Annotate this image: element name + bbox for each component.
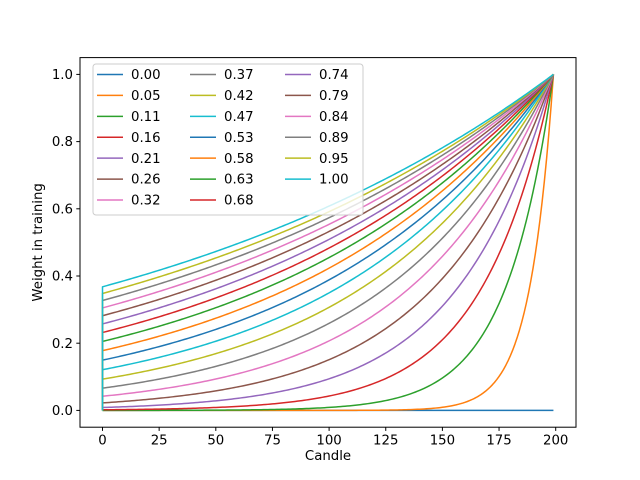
series-line-0.26 <box>101 74 555 411</box>
series-line-0.74 <box>101 73 554 411</box>
series-line-0.32 <box>101 74 555 411</box>
legend-item-label: 0.21 <box>131 152 161 167</box>
y-tick-label: 0.6 <box>52 202 73 217</box>
series-line-0.84 <box>101 73 554 411</box>
y-tick-label: 0.4 <box>52 270 73 285</box>
series-line-0.79 <box>101 73 554 411</box>
legend-item-label: 0.16 <box>131 131 161 146</box>
series-line-0.68 <box>101 73 554 411</box>
series-line-0.42 <box>101 74 555 411</box>
curves-layer <box>101 73 555 412</box>
legend-item-label: 0.74 <box>319 68 349 83</box>
axes-box <box>79 57 577 428</box>
legend-item-label: 0.11 <box>131 110 161 125</box>
x-tick-label: 175 <box>486 434 511 449</box>
y-tick-label: 0.2 <box>52 337 73 352</box>
series-line-0.47 <box>101 73 555 411</box>
legend: 0.00 0.05 0.11 0.16 0.21 0.26 0.32 0.37 0.42 0.47… <box>92 63 364 216</box>
x-tick-label: 25 <box>151 434 168 449</box>
legend-item-label: 1.00 <box>319 173 349 188</box>
y-tick-label: 0.0 <box>52 404 73 419</box>
legend-item-label: 0.37 <box>224 68 254 83</box>
series-line-0.21 <box>101 74 555 411</box>
series-line-0.63 <box>101 73 555 411</box>
legend-item-label: 0.58 <box>224 152 254 167</box>
x-tick-label: 100 <box>316 434 341 449</box>
legend-item-label: 0.00 <box>131 68 161 83</box>
series-line-0.58 <box>101 73 555 411</box>
x-tick-label: 50 <box>207 434 224 449</box>
legend-item-label: 0.47 <box>224 110 254 125</box>
legend-item-label: 0.32 <box>131 194 161 209</box>
series-line-0.11 <box>101 74 555 412</box>
series-line-0.53 <box>101 73 555 411</box>
y-tick-label: 1.0 <box>52 68 73 83</box>
x-tick-label: 150 <box>430 434 455 449</box>
series-line-0.16 <box>101 74 555 411</box>
legend-item-label: 0.63 <box>224 173 254 188</box>
y-axis-label: Weight in training <box>31 183 46 301</box>
y-tick-label: 0.8 <box>52 135 73 150</box>
x-axis-label: Candle <box>305 449 351 464</box>
legend-item-label: 0.95 <box>319 152 349 167</box>
ticks-layer: 0 25 50 75 100 125 150 175 200 0.0 0.2 0.4 0.6 0.8 1.0 <box>52 68 569 449</box>
x-tick-label: 0 <box>98 434 106 449</box>
legend-item-label: 0.89 <box>319 131 349 146</box>
series-line-0.89 <box>101 73 554 411</box>
legend-item-label: 0.05 <box>131 89 161 104</box>
legend-item-label: 0.84 <box>319 110 349 125</box>
x-tick-label: 125 <box>373 434 398 449</box>
legend-item-label: 0.26 <box>131 173 161 188</box>
legend-item-label: 0.79 <box>319 89 349 104</box>
series-line-0.37 <box>101 74 555 411</box>
legend-item-label: 0.68 <box>224 194 254 209</box>
legend-item-label: 0.42 <box>224 89 254 104</box>
x-tick-label: 200 <box>543 434 568 449</box>
legend-box <box>92 63 364 216</box>
legend-item-label: 0.53 <box>224 131 254 146</box>
x-tick-label: 75 <box>264 434 281 449</box>
